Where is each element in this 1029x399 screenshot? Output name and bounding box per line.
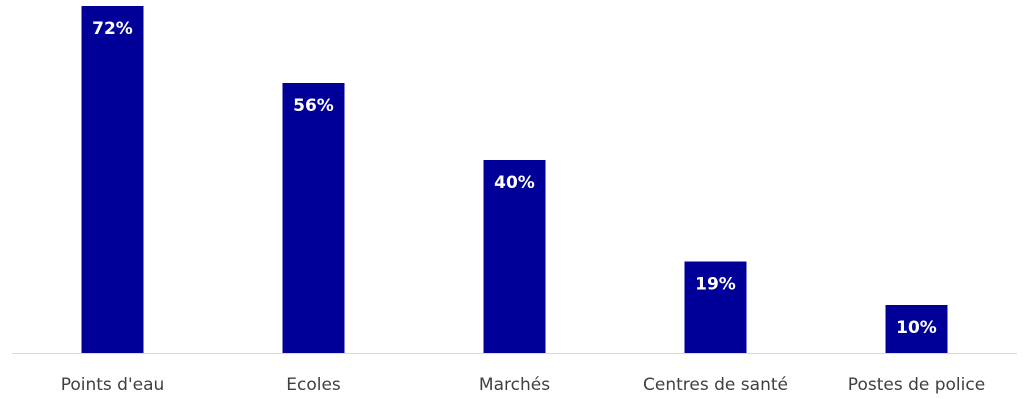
bar-value-label: 10% — [896, 318, 937, 338]
bar-value-label: 19% — [695, 274, 736, 294]
bar-value-label: 40% — [494, 173, 535, 193]
bar — [81, 6, 144, 353]
bars-group: 72% 56% 40% 19% 10% — [81, 6, 948, 353]
bar-value-label: 56% — [293, 96, 334, 116]
bar-value-label: 72% — [92, 19, 133, 39]
bar — [885, 304, 948, 353]
bar — [684, 261, 747, 353]
x-tick-label: Centres de santé — [643, 375, 788, 395]
x-tick-labels: Points d'eau Ecoles Marchés Centres de sant… — [61, 375, 985, 395]
x-tick-label: Marchés — [479, 375, 550, 395]
x-tick-label: Postes de police — [848, 375, 985, 395]
x-tick-label: Ecoles — [286, 375, 341, 395]
x-tick-label: Points d'eau — [61, 375, 165, 395]
bar — [483, 160, 546, 353]
bar — [282, 83, 345, 353]
